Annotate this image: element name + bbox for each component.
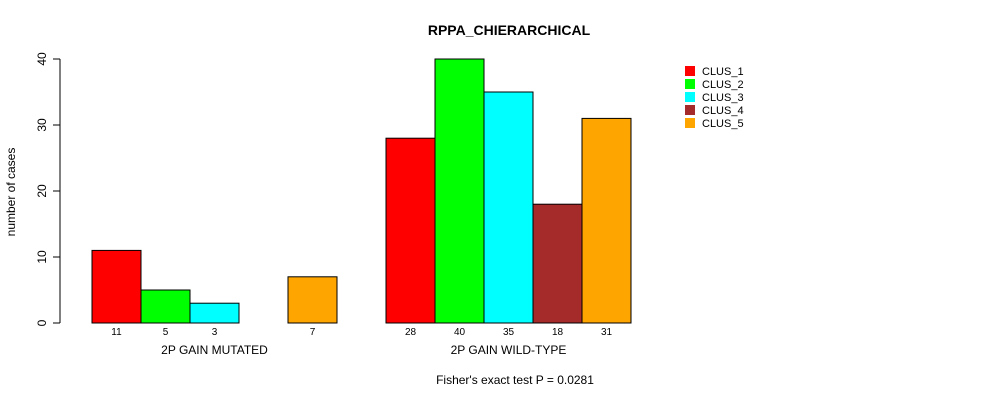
bar-count-label: 35 <box>503 327 515 338</box>
bar-clus-3-group-1 <box>189 302 240 324</box>
legend-swatch-clus-5 <box>685 118 695 128</box>
bar-clus-3-group-2 <box>483 91 534 324</box>
bar-clus-5-group-2 <box>581 117 632 324</box>
bar-count-label: 5 <box>163 327 169 338</box>
fisher-test-footnote: Fisher's exact test P = 0.0281 <box>436 373 594 387</box>
legend-swatch-clus-2 <box>685 79 695 89</box>
bar-count-label: 7 <box>310 327 316 338</box>
legend-swatch-clus-3 <box>685 92 695 102</box>
y-tick-label: 10 <box>35 250 49 264</box>
bar-count-label: 28 <box>405 327 417 338</box>
legend-label-clus-4: CLUS_4 <box>702 105 744 117</box>
bar-clus-1-group-1 <box>91 249 142 324</box>
bar-count-label: 40 <box>454 327 466 338</box>
legend-swatch-clus-4 <box>685 105 695 115</box>
group-labels: 2P GAIN MUTATED 2P GAIN WILD-TYPE <box>161 343 566 357</box>
legend-swatch-clus-1 <box>685 66 695 76</box>
group-label-1: 2P GAIN MUTATED <box>161 343 268 357</box>
legend-label-clus-3: CLUS_3 <box>702 92 744 104</box>
bar-count-label: 31 <box>601 327 613 338</box>
y-tick-label: 30 <box>35 118 49 132</box>
y-tick-label: 0 <box>35 319 49 326</box>
bar-count-label: 3 <box>212 327 218 338</box>
bar-clus-2-group-1 <box>140 289 191 324</box>
legend-label-clus-5: CLUS_5 <box>702 118 744 130</box>
bar-clus-5-group-1 <box>287 276 338 324</box>
legend-label-clus-2: CLUS_2 <box>702 79 744 91</box>
chart-title: RPPA_CHIERARCHICAL <box>428 22 591 38</box>
bar-count-label: 18 <box>552 327 564 338</box>
bar-count-label: 11 <box>111 327 122 338</box>
group-label-2: 2P GAIN WILD-TYPE <box>451 343 567 357</box>
bars <box>91 58 632 324</box>
y-axis: 0 10 20 30 40 <box>35 52 61 326</box>
bar-clus-2-group-2 <box>434 58 485 324</box>
y-tick-label: 20 <box>35 184 49 198</box>
bar-clus-4-group-2 <box>532 203 583 324</box>
legend-label-clus-1: CLUS_1 <box>702 66 744 78</box>
bar-clus-1-group-2 <box>385 137 436 324</box>
y-tick-label: 40 <box>35 52 49 66</box>
bar-count-labels: 11 5 3 7 28 40 35 18 31 <box>111 327 612 338</box>
y-axis-label: number of cases <box>4 148 18 237</box>
